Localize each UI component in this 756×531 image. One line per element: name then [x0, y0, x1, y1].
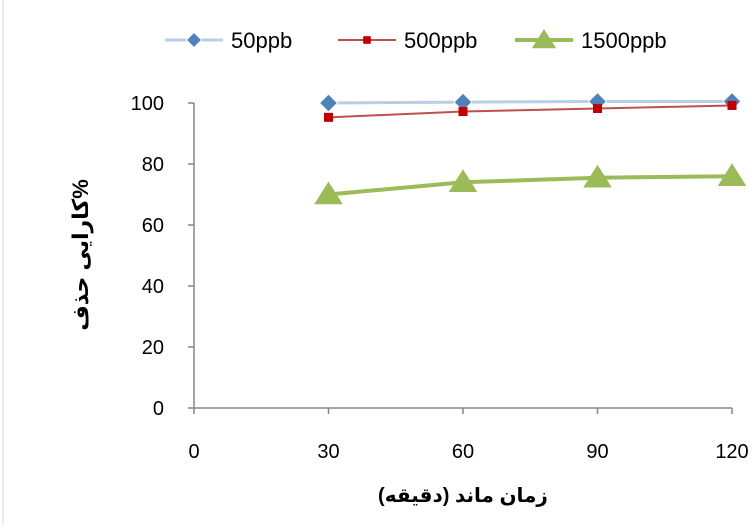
- series-1500ppb-marker-2: [583, 164, 612, 188]
- legend-label: 500ppb: [404, 28, 477, 53]
- axes: 0 20 40 60 80 100 0 30 60 90 120: [131, 93, 749, 463]
- legend-item-500ppb: 500ppb: [338, 28, 477, 53]
- series-1500ppb: [314, 163, 747, 205]
- legend-50ppb-marker: [185, 31, 203, 49]
- y-axis-label: کارایی حذف%: [68, 179, 93, 331]
- legend-label: 50ppb: [231, 28, 292, 53]
- x-tick-label: 30: [317, 441, 339, 463]
- y-tick-label: 20: [142, 337, 164, 359]
- y-tick-label: 80: [142, 154, 164, 176]
- series-1500ppb-marker-1: [448, 169, 478, 193]
- series-1500ppb-marker-3: [717, 163, 747, 186]
- series-500ppb-marker-3: [727, 100, 737, 110]
- x-tick-label: 120: [715, 441, 748, 463]
- series-1500ppb-marker-0: [314, 181, 343, 205]
- series-layer: [314, 91, 747, 205]
- legend: 50ppb 500ppb 1500ppb: [165, 28, 667, 53]
- series-50ppb: [318, 91, 742, 113]
- series-50ppb-marker-0: [318, 93, 339, 113]
- legend-item-1500ppb: 1500ppb: [515, 28, 667, 53]
- y-tick-label: 60: [142, 215, 164, 237]
- y-tick-label: 40: [142, 276, 164, 298]
- series-500ppb-marker-1: [458, 107, 468, 117]
- series-500ppb-marker-2: [593, 103, 602, 113]
- legend-500ppb-marker: [363, 36, 371, 44]
- legend-label: 1500ppb: [581, 28, 667, 53]
- series-line-50ppb: [328, 99, 732, 105]
- series-line-500ppb: [328, 104, 733, 119]
- series-line-1500ppb: [328, 174, 733, 197]
- y-tick-label: 100: [131, 93, 164, 115]
- x-tick-label: 0: [188, 441, 199, 463]
- x-tick-label: 60: [452, 441, 474, 463]
- series-500ppb: [324, 100, 737, 122]
- legend-item-50ppb: 50ppb: [165, 28, 292, 53]
- x-tick-label: 90: [586, 441, 608, 463]
- legend-1500ppb-marker: [531, 28, 557, 49]
- y-tick-label: 0: [153, 398, 164, 420]
- x-axis-label: زمان ماند (دقیقه): [378, 485, 548, 507]
- series-500ppb-marker-0: [324, 112, 333, 122]
